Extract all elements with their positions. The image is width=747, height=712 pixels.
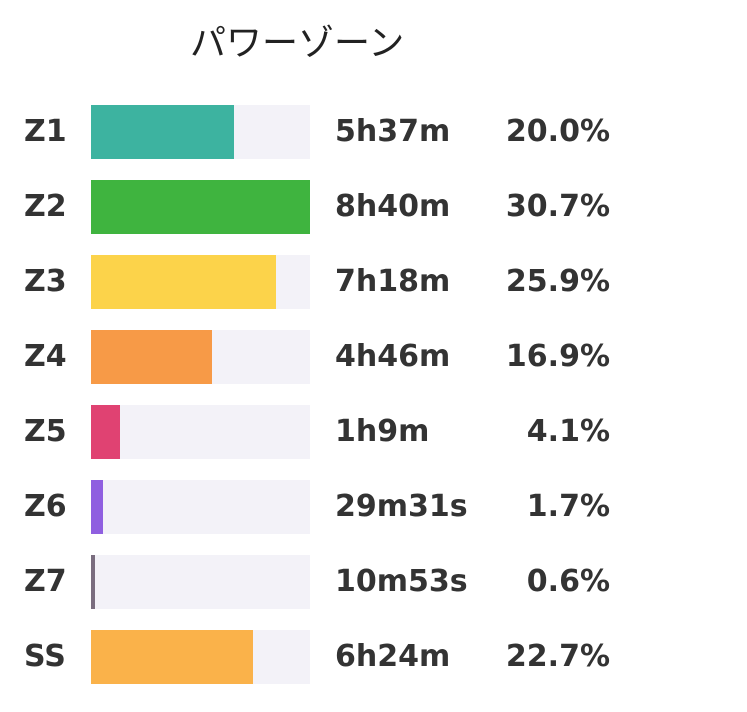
- zone-row-z7: Z7 10m53s 0.6%: [0, 555, 747, 609]
- bar-track: [91, 105, 310, 159]
- bar-fill: [91, 105, 234, 159]
- chart-title: パワーゾーン: [190, 23, 405, 64]
- zone-time: 10m53s: [335, 564, 468, 599]
- zone-percent: 20.0%: [505, 114, 610, 149]
- zone-percent: 16.9%: [505, 339, 610, 374]
- zone-time: 29m31s: [335, 489, 468, 524]
- zone-label: Z1: [24, 114, 67, 149]
- zone-percent: 1.7%: [526, 489, 610, 524]
- zone-label: Z2: [24, 189, 67, 224]
- zone-percent: 4.1%: [526, 414, 610, 449]
- bar-fill: [91, 330, 212, 384]
- zone-percent: 0.6%: [526, 564, 610, 599]
- zone-time: 1h9m: [335, 414, 430, 449]
- zone-percent: 30.7%: [505, 189, 610, 224]
- bar-track: [91, 255, 310, 309]
- zone-row-z3: Z3 7h18m 25.9%: [0, 255, 747, 309]
- zone-row-z5: Z5 1h9m 4.1%: [0, 405, 747, 459]
- zone-row-z6: Z6 29m31s 1.7%: [0, 480, 747, 534]
- zone-row-ss: SS 6h24m 22.7%: [0, 630, 747, 684]
- bar-fill: [91, 255, 276, 309]
- bar-track: [91, 630, 310, 684]
- bar-track: [91, 180, 310, 234]
- bar-track: [91, 480, 310, 534]
- zone-time: 4h46m: [335, 339, 451, 374]
- bar-fill: [91, 405, 120, 459]
- zone-label: SS: [24, 639, 66, 674]
- bar-track: [91, 330, 310, 384]
- bar-track: [91, 555, 310, 609]
- zone-percent: 22.7%: [505, 639, 610, 674]
- zone-row-z2: Z2 8h40m 30.7%: [0, 180, 747, 234]
- bar-fill: [91, 480, 103, 534]
- zone-percent: 25.9%: [505, 264, 610, 299]
- zone-row-z1: Z1 5h37m 20.0%: [0, 105, 747, 159]
- zone-time: 5h37m: [335, 114, 451, 149]
- zone-row-z4: Z4 4h46m 16.9%: [0, 330, 747, 384]
- zone-time: 7h18m: [335, 264, 451, 299]
- bar-fill: [91, 555, 95, 609]
- zone-label: Z7: [24, 564, 67, 599]
- zone-label: Z5: [24, 414, 67, 449]
- zone-label: Z6: [24, 489, 67, 524]
- bar-fill: [91, 630, 253, 684]
- bar-fill: [91, 180, 310, 234]
- zone-label: Z3: [24, 264, 67, 299]
- zone-time: 8h40m: [335, 189, 451, 224]
- bar-track: [91, 405, 310, 459]
- zone-label: Z4: [24, 339, 67, 374]
- zone-time: 6h24m: [335, 639, 451, 674]
